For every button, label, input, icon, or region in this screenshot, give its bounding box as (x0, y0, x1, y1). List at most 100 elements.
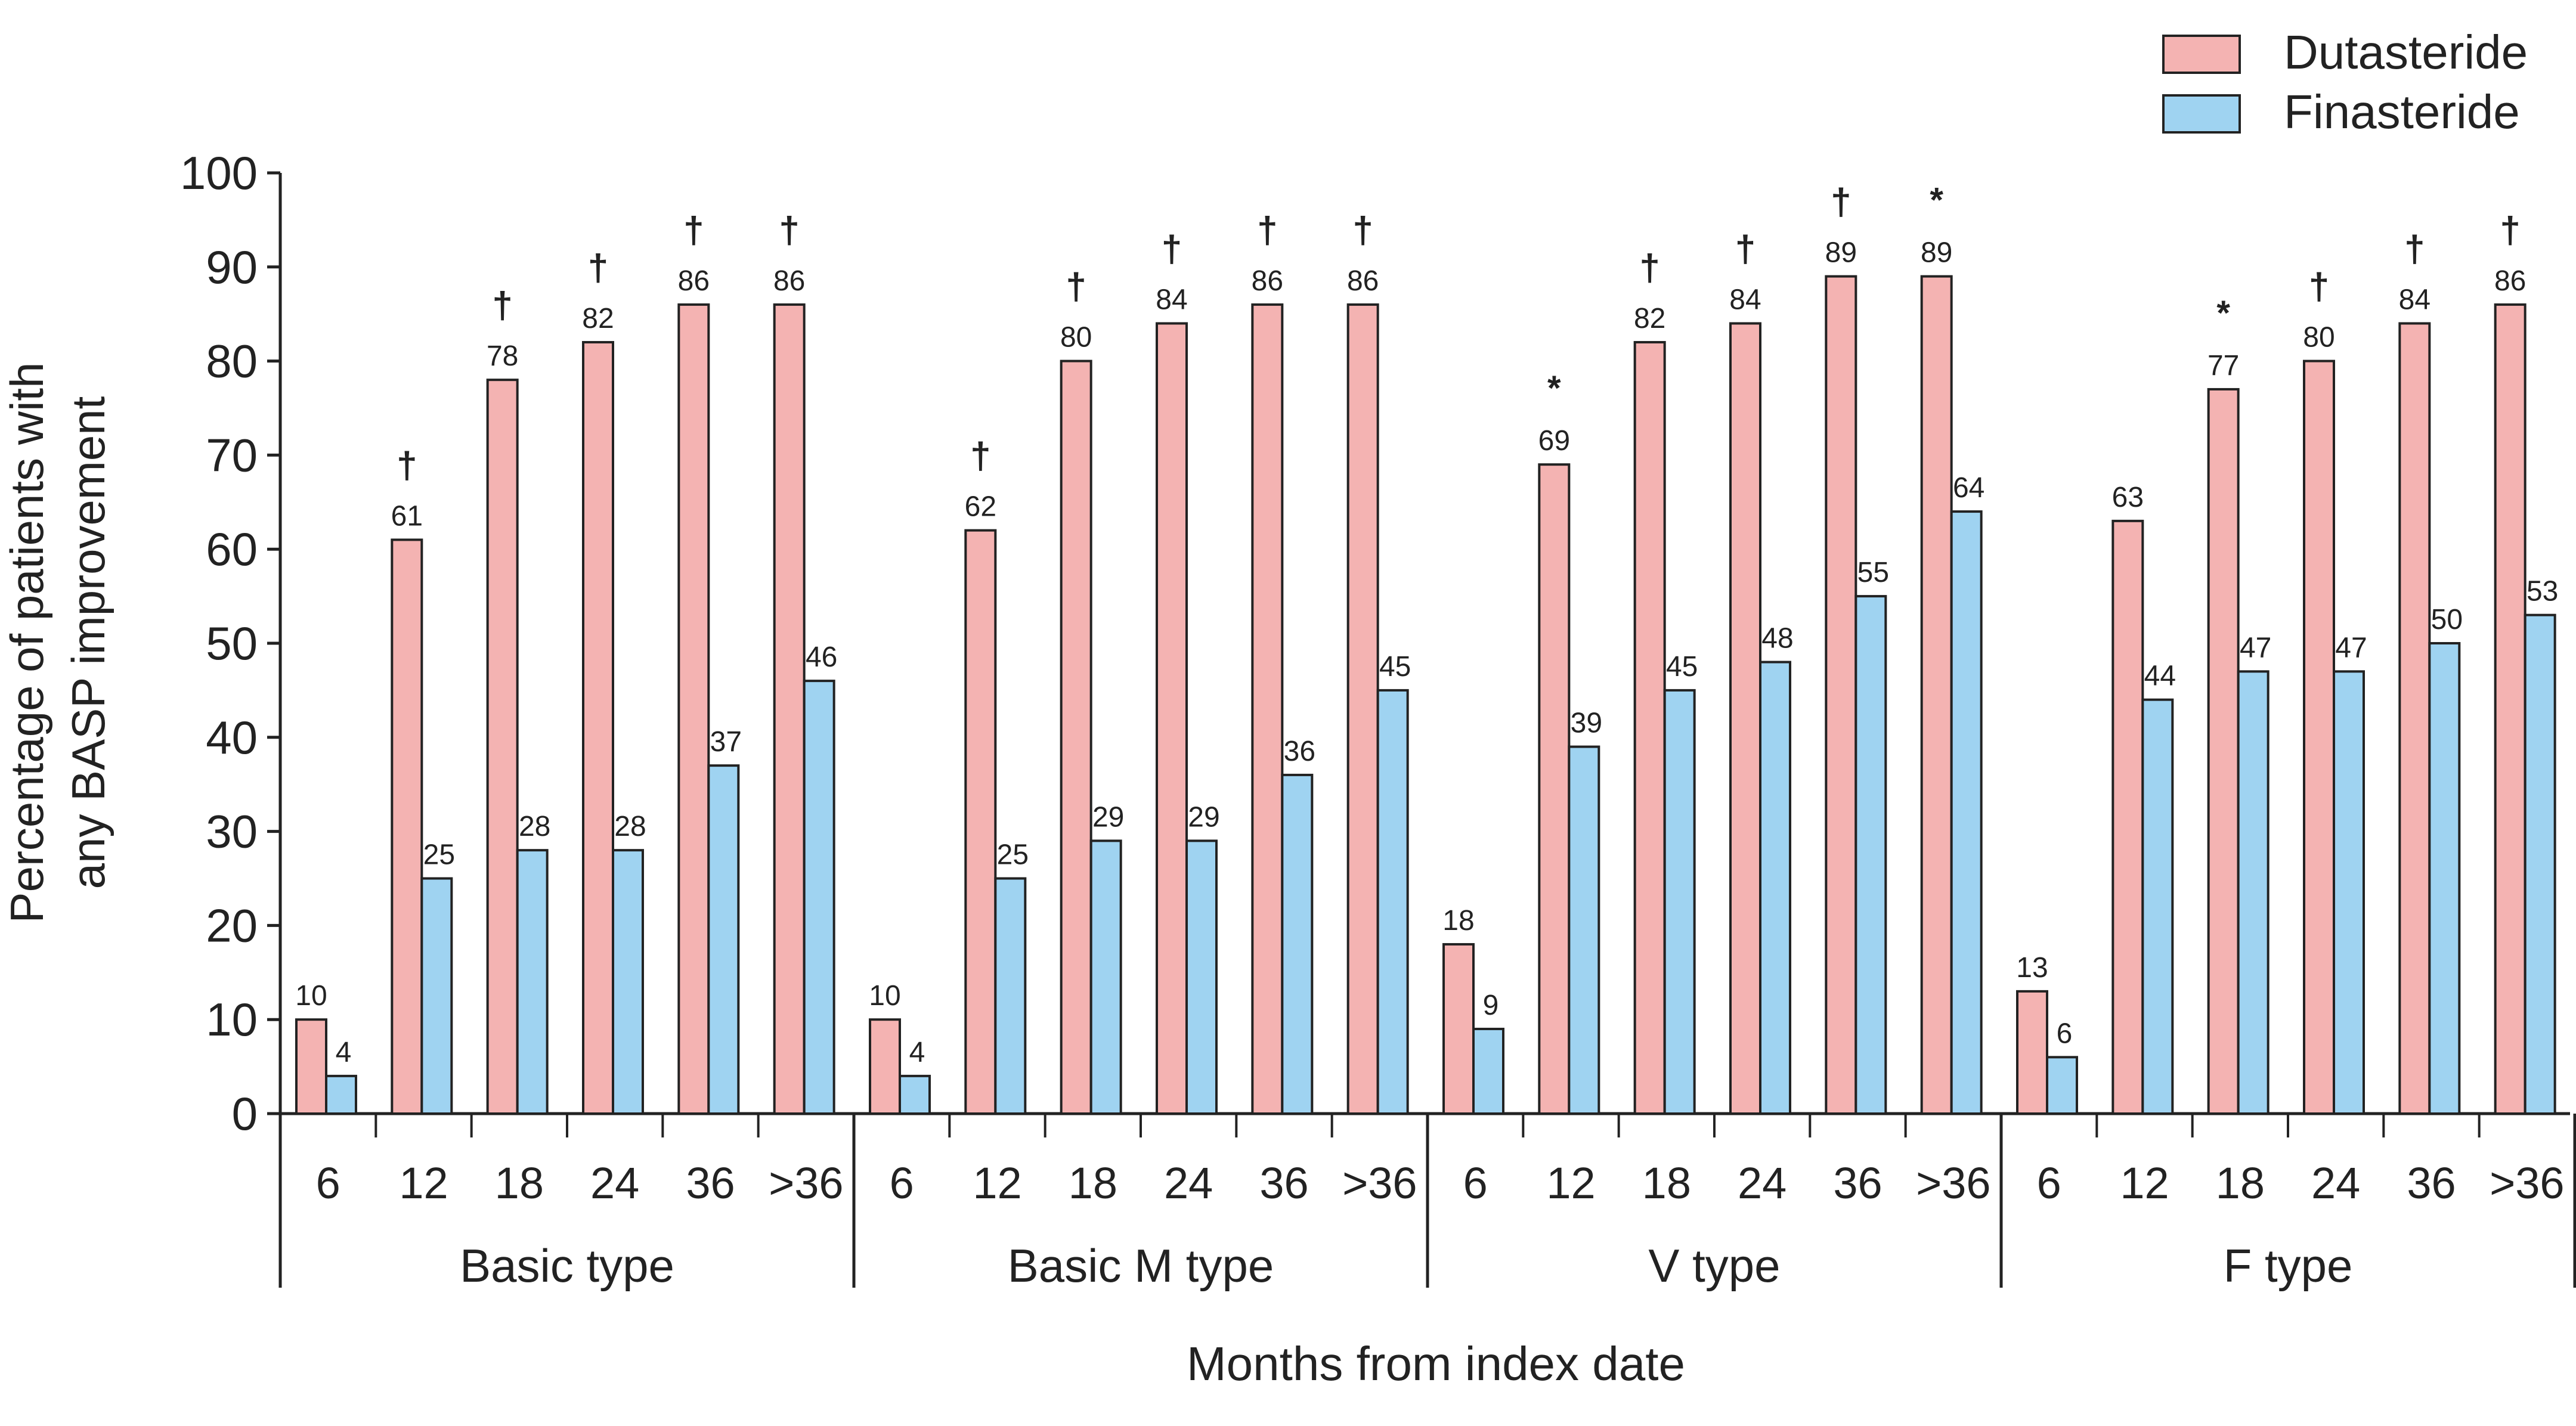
significance-marker: † (492, 285, 512, 326)
finasteride-data-label: 9 (1483, 990, 1499, 1021)
x-tick-label: 12 (399, 1158, 448, 1208)
legend-label-dutasteride: Dutasteride (2284, 26, 2528, 79)
finasteride-bar (2428, 642, 2461, 1115)
dutasteride-data-label: 86 (1347, 265, 1379, 297)
dutasteride-data-label: 82 (582, 303, 614, 334)
dutasteride-bar (2398, 322, 2431, 1115)
y-tick-label: 70 (206, 429, 258, 481)
dutasteride-bar (391, 538, 423, 1115)
dutasteride-bar (582, 341, 614, 1115)
finasteride-data-label: 37 (710, 726, 742, 758)
x-tick-label: 6 (890, 1158, 914, 1208)
finasteride-data-label: 53 (2527, 576, 2558, 607)
dutasteride-bar (295, 1018, 327, 1115)
finasteride-bar (1854, 595, 1887, 1115)
finasteride-data-label: 29 (1188, 801, 1219, 833)
dutasteride-bar (2494, 303, 2527, 1115)
x-tick-label: 24 (1738, 1158, 1787, 1208)
y-tick-label: 100 (180, 147, 258, 199)
dutasteride-bar (869, 1018, 901, 1115)
finasteride-data-label: 28 (519, 811, 550, 842)
dutasteride-bar (2303, 359, 2335, 1115)
finasteride-bar (1376, 689, 1409, 1115)
dutasteride-data-label: 84 (1729, 284, 1761, 315)
finasteride-data-label: 39 (1571, 708, 1602, 739)
x-tick-label: >36 (1916, 1158, 1991, 1208)
finasteride-data-label: 48 (1761, 623, 1793, 655)
finasteride-bar (899, 1074, 931, 1115)
legend-swatch-finasteride (2162, 94, 2241, 134)
dutasteride-data-label: 10 (869, 980, 900, 1012)
x-tick-label: 12 (973, 1158, 1021, 1208)
axes-layer (267, 171, 2576, 1288)
finasteride-bar (707, 764, 740, 1115)
x-tick-label: 24 (1164, 1158, 1213, 1208)
finasteride-bar (1663, 689, 1696, 1115)
significance-marker: † (1162, 228, 1182, 269)
finasteride-data-label: 55 (1857, 557, 1889, 588)
dutasteride-bar (2016, 990, 2048, 1115)
significance-marker: † (1352, 210, 1373, 251)
x-tick-label: 12 (2120, 1158, 2169, 1208)
finasteride-data-label: 64 (1953, 472, 1984, 504)
dutasteride-data-label: 82 (1634, 303, 1665, 334)
dutasteride-bar (2111, 519, 2144, 1115)
significance-marker: † (2404, 228, 2425, 269)
significance-marker: † (1639, 247, 1659, 289)
y-tick-label: 0 (232, 1087, 258, 1140)
dutasteride-data-label: 86 (678, 265, 710, 297)
dutasteride-bar (677, 303, 710, 1115)
dutasteride-bar (1060, 359, 1092, 1115)
finasteride-data-label: 25 (997, 839, 1029, 871)
dutasteride-data-label: 86 (1252, 265, 1283, 297)
finasteride-data-label: 47 (2335, 632, 2367, 664)
finasteride-data-label: 36 (1284, 736, 1315, 767)
finasteride-bar (516, 849, 549, 1115)
y-tick-label: 90 (206, 241, 258, 293)
y-axis-title-line2: any BASP improvement (62, 396, 114, 889)
x-tick-label: >36 (769, 1158, 844, 1208)
y-tick-label: 30 (206, 805, 258, 858)
finasteride-data-label: 4 (336, 1037, 352, 1068)
dutasteride-bar (1346, 303, 1379, 1115)
x-tick-label: 24 (590, 1158, 639, 1208)
dutasteride-bar (1538, 463, 1571, 1115)
finasteride-data-label: 29 (1092, 801, 1124, 833)
x-tick-label: 18 (1069, 1158, 1117, 1208)
dutasteride-bar (1251, 303, 1284, 1115)
x-tick-label: 6 (316, 1158, 340, 1208)
dutasteride-bar (486, 379, 519, 1115)
y-tick-label: 10 (206, 993, 258, 1046)
finasteride-data-label: 6 (2057, 1018, 2073, 1049)
significance-marker: † (1066, 266, 1086, 308)
x-tick-label: 36 (2407, 1158, 2456, 1208)
dutasteride-data-label: 69 (1538, 425, 1570, 457)
dutasteride-bar (2207, 388, 2240, 1115)
dutasteride-data-label: 77 (2207, 350, 2239, 382)
dutasteride-data-label: 13 (2016, 952, 2048, 984)
finasteride-bar (2046, 1056, 2078, 1115)
y-tick-label: 80 (206, 335, 258, 388)
group-label: V type (1648, 1239, 1780, 1292)
finasteride-bar (1185, 839, 1218, 1115)
dutasteride-data-label: 18 (1442, 905, 1474, 937)
significance-marker: * (1930, 181, 1943, 220)
significance-marker: * (1547, 369, 1561, 408)
significance-marker: † (683, 210, 704, 251)
significance-marker: * (2216, 294, 2230, 333)
finasteride-bar (1281, 773, 1314, 1115)
finasteride-bar (1759, 661, 1791, 1115)
x-tick-label: 36 (1833, 1158, 1882, 1208)
finasteride-bar (420, 877, 453, 1115)
bars-layer (295, 275, 2556, 1115)
x-tick-label: 18 (1642, 1158, 1691, 1208)
dutasteride-data-label: 84 (1156, 284, 1187, 315)
legend: Dutasteride Finasteride (2162, 26, 2528, 138)
finasteride-bar (803, 680, 835, 1115)
dutasteride-bar (1633, 341, 1666, 1115)
finasteride-data-label: 46 (806, 641, 837, 673)
dutasteride-data-label: 89 (1921, 237, 1952, 269)
finasteride-data-label: 28 (614, 811, 646, 842)
group-label: Basic type (460, 1239, 674, 1292)
